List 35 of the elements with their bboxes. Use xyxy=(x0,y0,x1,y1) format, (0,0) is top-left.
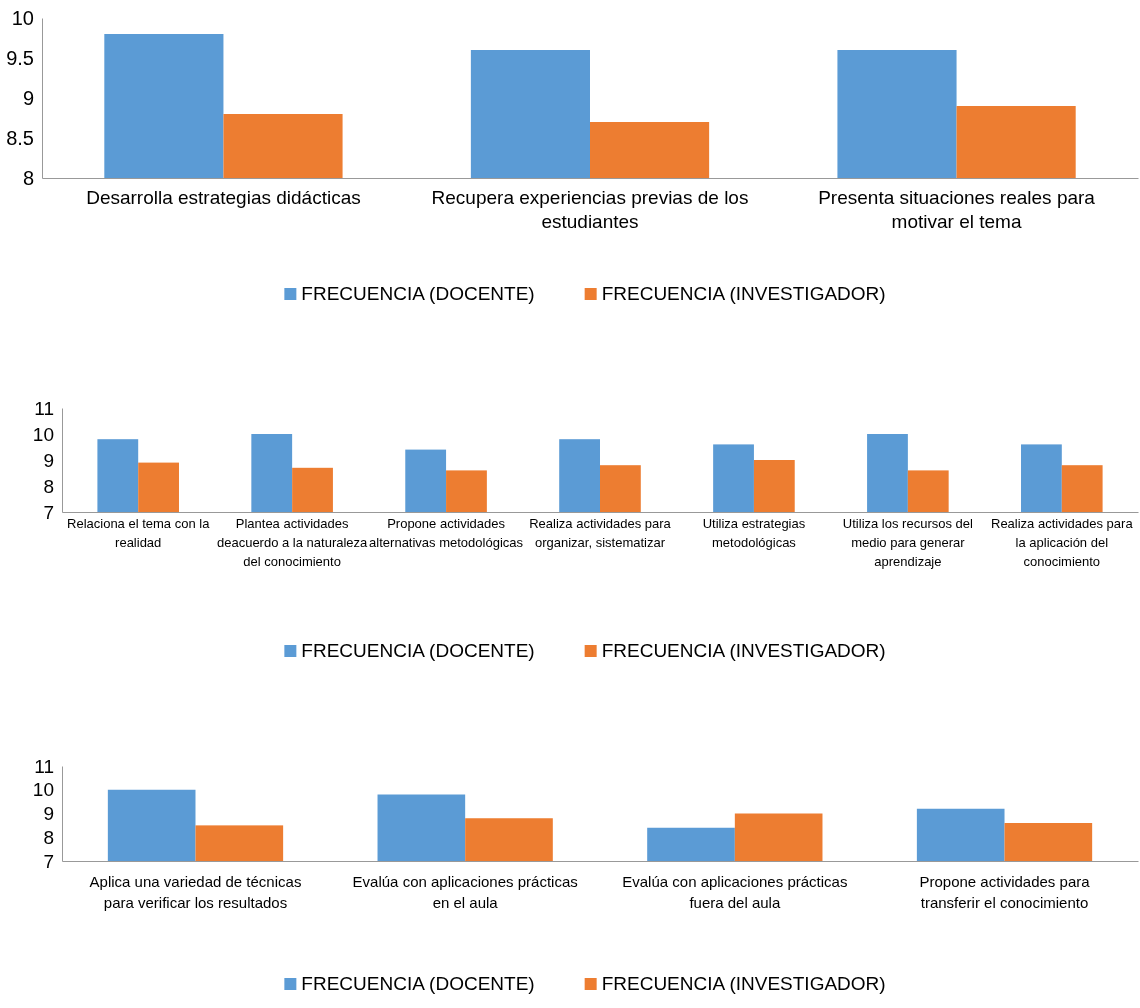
legend-label: FRECUENCIA (INVESTIGADOR) xyxy=(601,973,886,994)
y-tick-label: 8 xyxy=(43,826,54,848)
x-tick-label: Recupera experiencias previas de los estudiantes xyxy=(431,187,749,232)
x-tick-label: Evalúa con aplicaciones prácticas fuera del aula xyxy=(622,873,848,911)
legend-label: FRECUENCIA (INVESTIGADOR) xyxy=(601,640,886,661)
y-tick-label: 10 xyxy=(11,6,34,29)
y-tick-label: 8 xyxy=(22,166,34,189)
y-tick-label: 8.5 xyxy=(6,126,34,149)
y-tick-label: 11 xyxy=(34,755,54,777)
x-tick-label: Realiza actividades para organizar, sistematizar xyxy=(529,516,672,550)
y-tick-label: 9.5 xyxy=(6,46,34,69)
legend-label: FRECUENCIA (DOCENTE) xyxy=(301,283,535,304)
y-tick-label: 10 xyxy=(32,779,54,801)
x-tick-label: Plantea actividades deacuerdo a la naturaleza del conocimiento xyxy=(216,516,369,569)
y-tick-label: 11 xyxy=(34,397,54,419)
y-tick-label: 10 xyxy=(32,423,54,445)
x-tick-label: Evalúa con aplicaciones prácticas en el aula xyxy=(352,873,578,911)
x-tick-label: Realiza actividades para la aplicación del conocimiento xyxy=(990,516,1134,569)
y-tick-label: 9 xyxy=(43,449,54,471)
legend-label: FRECUENCIA (DOCENTE) xyxy=(301,640,535,661)
x-tick-label: Utiliza estrategias metodológicas xyxy=(702,516,806,550)
x-tick-label: Desarrolla estrategias didácticas xyxy=(86,187,361,208)
x-tick-label: Utiliza los recursos del medio para generar aprendizaje xyxy=(842,516,973,569)
y-tick-label: 7 xyxy=(43,501,54,523)
y-tick-label: 9 xyxy=(22,86,34,109)
x-tick-label: Aplica una variedad de técnicas para verificar los resultados xyxy=(89,873,302,911)
legend-label: FRECUENCIA (INVESTIGADOR) xyxy=(601,283,886,304)
x-tick-label: Propone actividades para transferir el conocimiento xyxy=(919,873,1091,911)
x-tick-label: Presenta situaciones reales para motivar el tema xyxy=(818,187,1096,232)
legend-label: FRECUENCIA (DOCENTE) xyxy=(301,973,535,994)
y-tick-label: 9 xyxy=(43,803,54,825)
x-tick-label: Relaciona el tema con la realidad xyxy=(67,516,211,550)
y-tick-label: 7 xyxy=(43,850,54,872)
y-tick-label: 8 xyxy=(43,475,54,497)
x-tick-label: Propone actividades alternativas metodológicas xyxy=(369,516,524,550)
